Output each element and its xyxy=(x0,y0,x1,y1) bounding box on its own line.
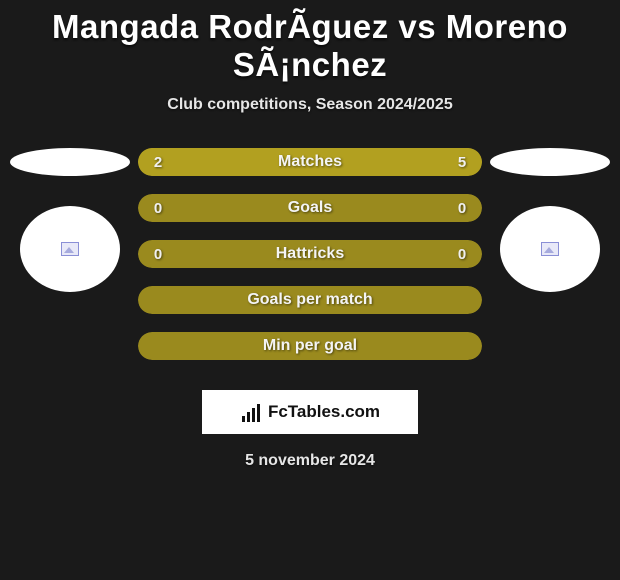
bar-label: Goals xyxy=(138,194,482,222)
stat-bar: 25Matches xyxy=(138,148,482,176)
bar-label: Min per goal xyxy=(138,332,482,360)
bar-label: Matches xyxy=(138,148,482,176)
bar-label: Hattricks xyxy=(138,240,482,268)
right-player-col xyxy=(490,148,610,292)
left-avatar-circle xyxy=(20,206,120,292)
image-placeholder-icon xyxy=(61,242,79,256)
left-player-col xyxy=(10,148,130,292)
date-text: 5 november 2024 xyxy=(10,452,610,470)
brand-text: FcTables.com xyxy=(268,402,380,422)
stats-bars: 25Matches 00Goals 00Hattricks Goals per mat… xyxy=(130,148,490,378)
infographic-root: Mangada RodrÃ­guez vs Moreno SÃ¡nchez Cl… xyxy=(0,0,620,476)
subtitle: Club competitions, Season 2024/2025 xyxy=(10,96,610,114)
stat-bar: 00Hattricks xyxy=(138,240,482,268)
bars-icon xyxy=(240,402,262,422)
right-avatar-circle xyxy=(500,206,600,292)
right-flag-oval xyxy=(490,148,610,176)
stat-bar: Goals per match xyxy=(138,286,482,314)
bar-label: Goals per match xyxy=(138,286,482,314)
stat-bar: Min per goal xyxy=(138,332,482,360)
stat-bar: 00Goals xyxy=(138,194,482,222)
left-flag-oval xyxy=(10,148,130,176)
brand-logo: FcTables.com xyxy=(202,390,418,434)
page-title: Mangada RodrÃ­guez vs Moreno SÃ¡nchez xyxy=(10,8,610,84)
image-placeholder-icon xyxy=(541,242,559,256)
main-row: 25Matches 00Goals 00Hattricks Goals per mat… xyxy=(10,148,610,378)
